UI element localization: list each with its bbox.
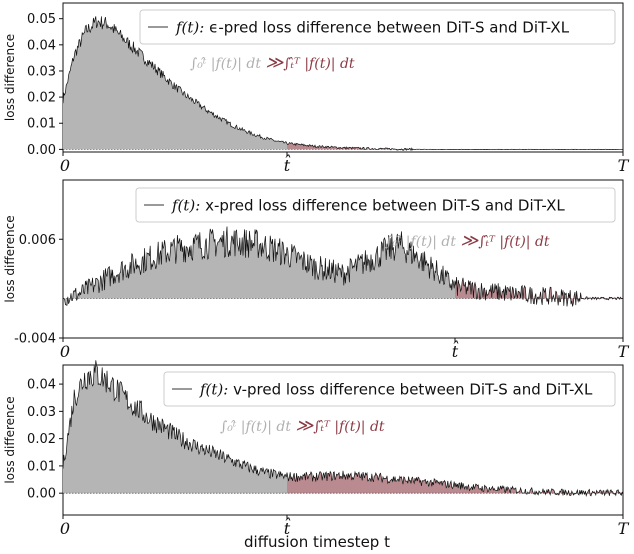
- legend-label: f(t): v-pred loss difference between DiT…: [199, 381, 593, 399]
- annotation-op: ≫: [460, 231, 479, 251]
- legend-desc: v-pred loss difference between DiT-S and…: [233, 381, 593, 399]
- annotation-left: ∫₀ᵗ̂ |f(t)| dt: [385, 234, 460, 250]
- y-axis-label: loss difference: [3, 215, 17, 302]
- integral-annotation: ∫₀ᵗ̂ |f(t)| dt ≫∫ₜ̂ᵀ |f(t)| dt: [190, 53, 355, 73]
- legend-fn: f(t):: [199, 381, 233, 399]
- legend-box: [139, 9, 616, 45]
- x-tick-label: t̂: [284, 155, 291, 175]
- y-axis-label: loss difference: [3, 34, 17, 121]
- annotation-right: ∫ₜ̂ᵀ |f(t)| dt: [478, 234, 550, 250]
- series-line: [62, 226, 624, 307]
- legend-fn: f(t):: [175, 19, 209, 37]
- legend-label: f(t): x-pred loss difference between DiT…: [171, 197, 565, 215]
- area-before-that: [63, 226, 456, 306]
- annotation-right: ∫ₜ̂ᵀ |f(t)| dt: [313, 419, 385, 435]
- legend-box: [135, 187, 616, 223]
- plot-frame: [62, 179, 624, 339]
- y-tick-label: 0.01: [27, 459, 56, 474]
- y-tick-label: 0.02: [27, 432, 56, 447]
- area-after-that: [287, 470, 623, 496]
- integral-annotation: ∫₀ᵗ̂ |f(t)| dt ≫∫ₜ̂ᵀ |f(t)| dt: [385, 231, 550, 251]
- y-tick-label: 0.03: [27, 405, 56, 420]
- legend-desc: x-pred loss difference between DiT-S and…: [205, 197, 565, 215]
- x-axis-label: diffusion timestep t: [244, 533, 390, 551]
- x-tick-label: T: [618, 519, 630, 538]
- y-tick-label: 0.006: [19, 233, 56, 248]
- y-tick-label: 0.00: [27, 487, 56, 502]
- x-tick-label: t̂: [452, 341, 459, 361]
- area-after-that: [455, 277, 623, 307]
- legend-label: f(t): ϵ-pred loss difference between DiT…: [175, 19, 570, 37]
- annotation-right: ∫ₜ̂ᵀ |f(t)| dt: [283, 56, 355, 72]
- y-tick-label: 0.04: [27, 378, 56, 393]
- annotation-op: ≫: [265, 53, 284, 73]
- legend-desc: ϵ-pred loss difference between DiT-S and…: [209, 19, 570, 37]
- plot-frame: [62, 364, 624, 516]
- x-tick-label: 0: [60, 156, 70, 175]
- annotation-left: ∫₀ᵗ̂ |f(t)| dt: [220, 419, 295, 435]
- y-tick-label: 0.02: [27, 91, 56, 106]
- series-line: [62, 16, 624, 152]
- y-axis-label: loss difference: [3, 396, 17, 483]
- annotation-op: ≫: [295, 416, 314, 436]
- x-tick-label: T: [618, 156, 630, 175]
- annotation-left: ∫₀ᵗ̂ |f(t)| dt: [190, 56, 265, 72]
- y-tick-label: 0.03: [27, 64, 56, 79]
- y-tick-label: 0.05: [27, 12, 56, 27]
- y-tick-label: 0.00: [27, 143, 56, 158]
- legend-box: [163, 371, 616, 407]
- legend-fn: f(t):: [171, 197, 205, 215]
- plot-frame: [62, 2, 624, 153]
- area-before-that: [63, 360, 288, 494]
- y-tick-label: -0.004: [14, 332, 56, 347]
- x-tick-label: 0: [60, 519, 70, 538]
- y-tick-label: 0.04: [27, 38, 56, 53]
- y-tick-label: 0.01: [27, 117, 56, 132]
- integral-annotation: ∫₀ᵗ̂ |f(t)| dt ≫∫ₜ̂ᵀ |f(t)| dt: [220, 416, 385, 436]
- x-tick-label: T: [618, 342, 630, 361]
- series-line: [62, 360, 624, 497]
- x-tick-label: 0: [60, 342, 70, 361]
- x-tick-label: t̂: [284, 518, 291, 538]
- area-before-that: [63, 16, 288, 150]
